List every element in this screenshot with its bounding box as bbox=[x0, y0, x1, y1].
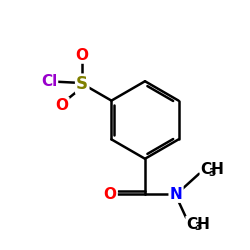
Text: CH: CH bbox=[200, 162, 224, 178]
Text: 3: 3 bbox=[194, 222, 202, 232]
Text: CH: CH bbox=[186, 216, 210, 232]
Text: 3: 3 bbox=[208, 168, 216, 178]
Text: Cl: Cl bbox=[41, 74, 57, 89]
Text: O: O bbox=[76, 48, 89, 62]
Text: S: S bbox=[76, 75, 88, 93]
Text: O: O bbox=[56, 98, 68, 113]
Text: N: N bbox=[170, 187, 182, 202]
Text: O: O bbox=[104, 187, 117, 202]
